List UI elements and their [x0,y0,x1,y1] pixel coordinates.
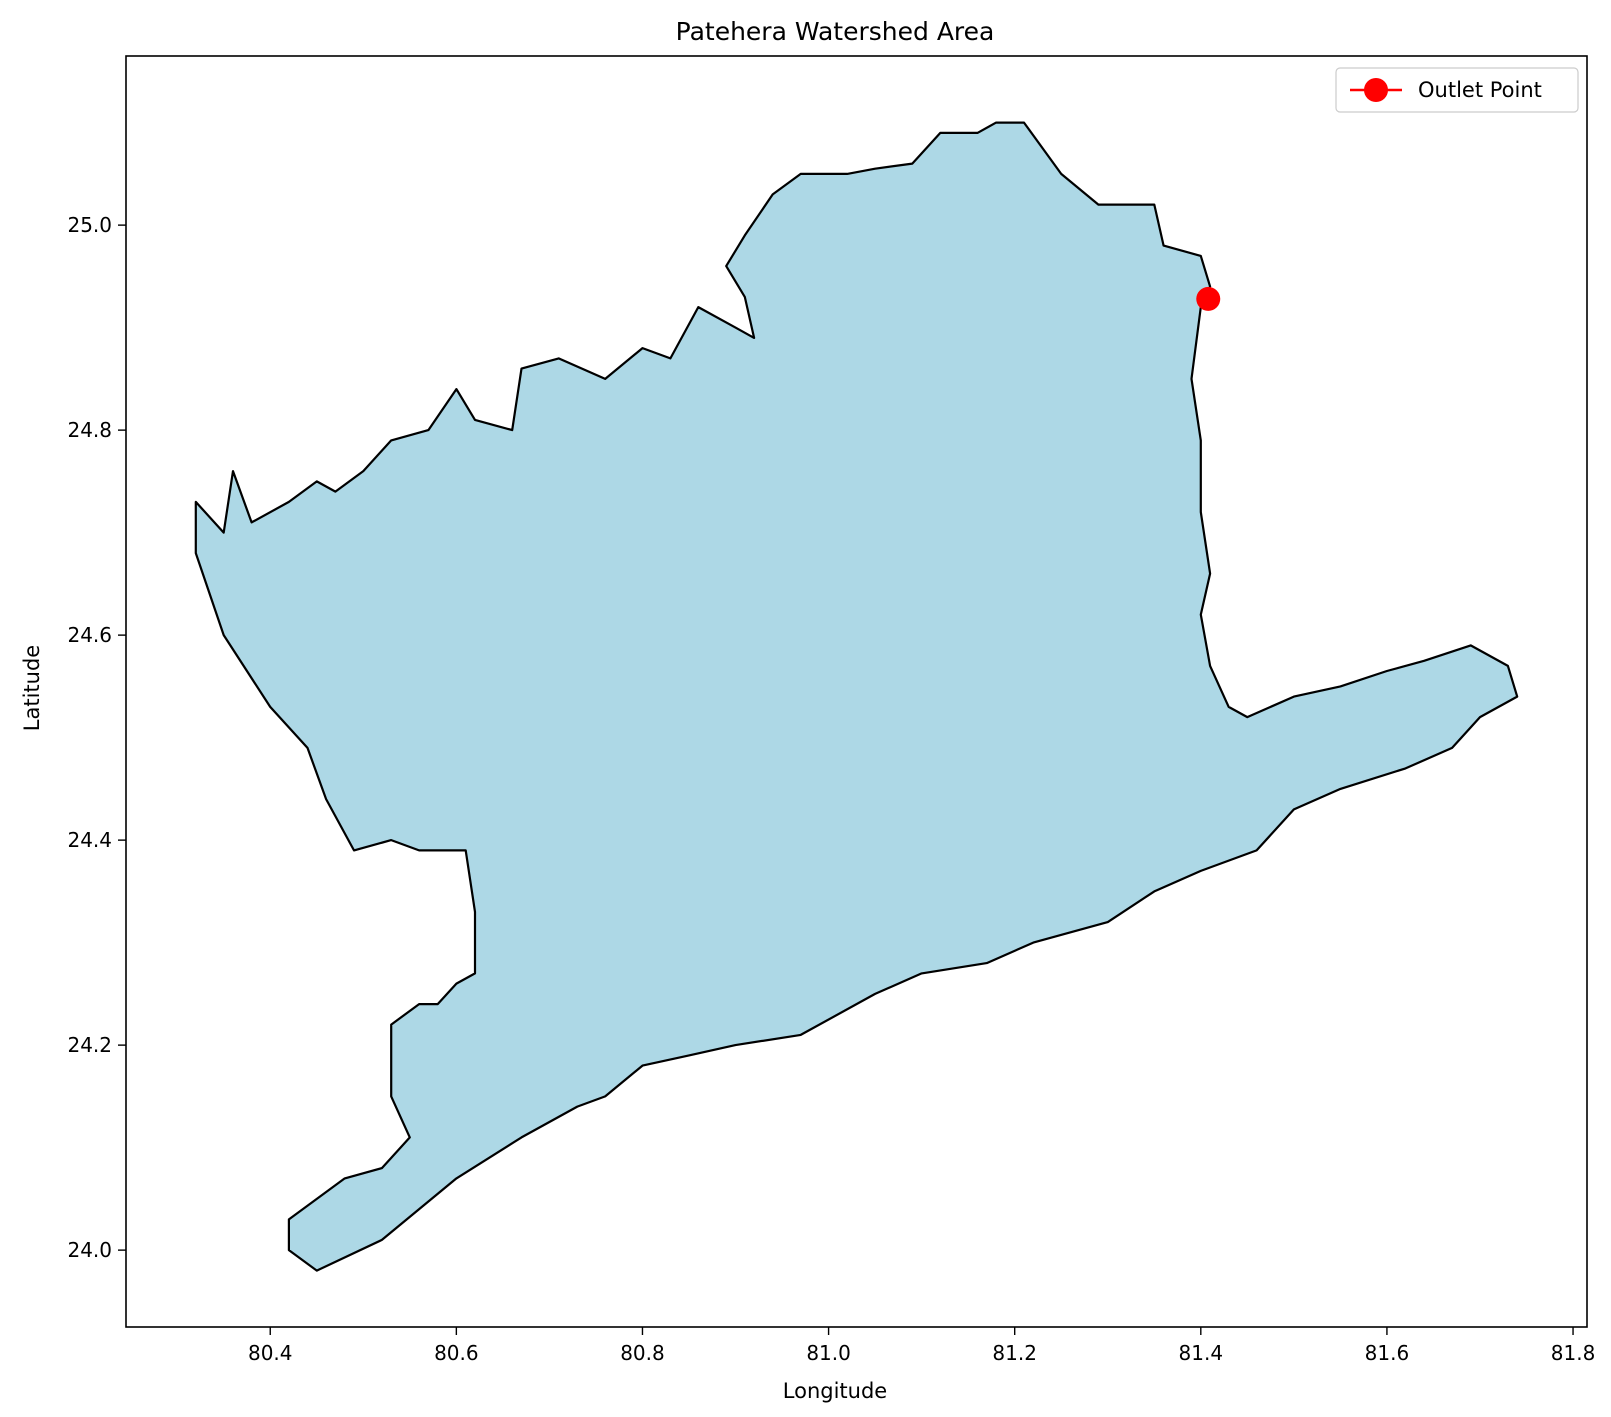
y-tick-label: 24.4 [67,828,112,852]
x-tick-label: 80.4 [248,1341,293,1365]
x-tick-label: 81.0 [806,1341,851,1365]
x-tick-label: 81.6 [1365,1341,1410,1365]
x-axis-label: Longitude [783,1379,887,1403]
x-tick-label: 81.2 [992,1341,1037,1365]
x-tick-label: 80.6 [434,1341,479,1365]
x-axis: 80.4 80.6 80.8 81.0 81.2 81.4 81.6 81.8 [248,1327,1595,1365]
axes-frame [125,55,1588,1328]
plot-area [125,55,1588,1328]
x-tick-label: 81.8 [1551,1341,1596,1365]
legend-label: Outlet Point [1418,78,1542,102]
x-tick-label: 81.4 [1179,1341,1224,1365]
outlet-point [1196,286,1221,311]
y-axis-label: Latitude [20,645,44,731]
y-axis: 24.0 24.2 24.4 24.6 24.8 25.0 [67,213,126,1262]
legend-box [1335,67,1579,113]
outlet-point-marker [1196,286,1221,311]
legend: Outlet Point [1335,67,1579,113]
chart-title: Patehera Watershed Area [676,17,995,46]
y-tick-label: 24.8 [67,418,112,442]
watershed-polygon [194,121,1519,1272]
y-tick-label: 24.6 [67,623,112,647]
y-tick-label: 25.0 [67,213,112,237]
y-tick-label: 24.0 [67,1238,112,1262]
legend-marker-sample [1364,78,1388,102]
y-tick-label: 24.2 [67,1033,112,1057]
x-tick-label: 80.8 [620,1341,665,1365]
